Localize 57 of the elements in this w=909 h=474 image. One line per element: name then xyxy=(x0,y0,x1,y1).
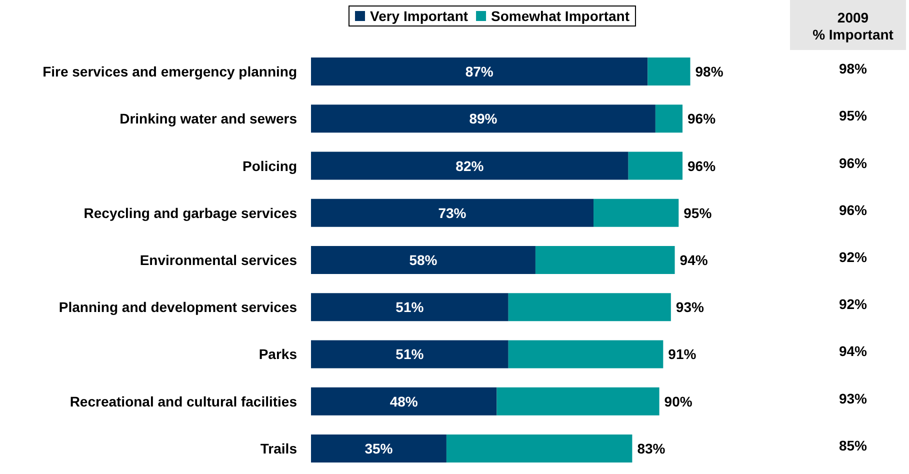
y-tick-label: Recreational and cultural facilities xyxy=(70,393,298,410)
y-tick-label: Parks xyxy=(258,346,298,362)
total-label: 96% xyxy=(688,110,716,127)
text: 93% xyxy=(838,390,868,406)
data-label: 35% xyxy=(364,440,394,456)
bar xyxy=(508,293,671,322)
bar xyxy=(311,293,508,322)
data-label: 89% xyxy=(469,110,498,127)
text: 2009 % Important xyxy=(812,10,894,42)
bar xyxy=(648,58,690,86)
total-label: 91% xyxy=(668,346,697,362)
data-label: 51% xyxy=(396,299,424,316)
data-label: 58% xyxy=(409,252,438,268)
y-tick-label: Policing xyxy=(242,158,297,174)
text: 95% xyxy=(838,108,868,124)
text: 94% xyxy=(838,343,868,360)
bar xyxy=(311,152,628,180)
y-tick-label: Drinking water and sewers xyxy=(120,110,298,127)
total-label: 95% xyxy=(684,204,712,221)
total-label: 98% xyxy=(695,64,724,80)
bar xyxy=(446,434,632,462)
data-label: 48% xyxy=(390,393,418,410)
text: 96% xyxy=(838,154,868,171)
bar xyxy=(311,104,656,133)
data-label: 73% xyxy=(438,204,467,221)
y-tick-label: Fire services and emergency planning xyxy=(42,64,297,80)
text: 92% xyxy=(838,296,868,312)
legend-label: Somewhat Important xyxy=(491,8,630,24)
y-tick-label: Planning and development services xyxy=(58,299,298,316)
bar xyxy=(311,58,648,86)
data-label: 82% xyxy=(456,158,484,174)
bar xyxy=(311,198,594,227)
bar xyxy=(311,387,497,416)
total-label: 96% xyxy=(688,158,716,174)
text: 98% xyxy=(838,60,868,77)
bar xyxy=(508,340,664,368)
text: 85% xyxy=(838,437,868,454)
text: 92% xyxy=(838,249,868,265)
data-label: 87% xyxy=(465,64,494,80)
bar xyxy=(496,387,660,416)
total-label: 90% xyxy=(664,393,693,410)
text: 96% xyxy=(838,202,868,218)
bar xyxy=(655,104,683,133)
bar xyxy=(311,340,508,368)
legend-label: Very Important xyxy=(370,8,468,24)
bar xyxy=(311,434,446,462)
total-label: 83% xyxy=(637,440,666,456)
y-tick-label: Recycling and garbage services xyxy=(84,204,298,221)
bar xyxy=(311,246,536,274)
data-label: 51% xyxy=(396,346,424,362)
total-label: 93% xyxy=(676,299,704,316)
total-label: 94% xyxy=(680,252,708,268)
bar xyxy=(628,152,683,180)
bar xyxy=(535,246,675,274)
bar xyxy=(594,198,679,227)
y-tick-label: Trails xyxy=(260,440,298,456)
y-tick-label: Environmental services xyxy=(140,252,298,268)
